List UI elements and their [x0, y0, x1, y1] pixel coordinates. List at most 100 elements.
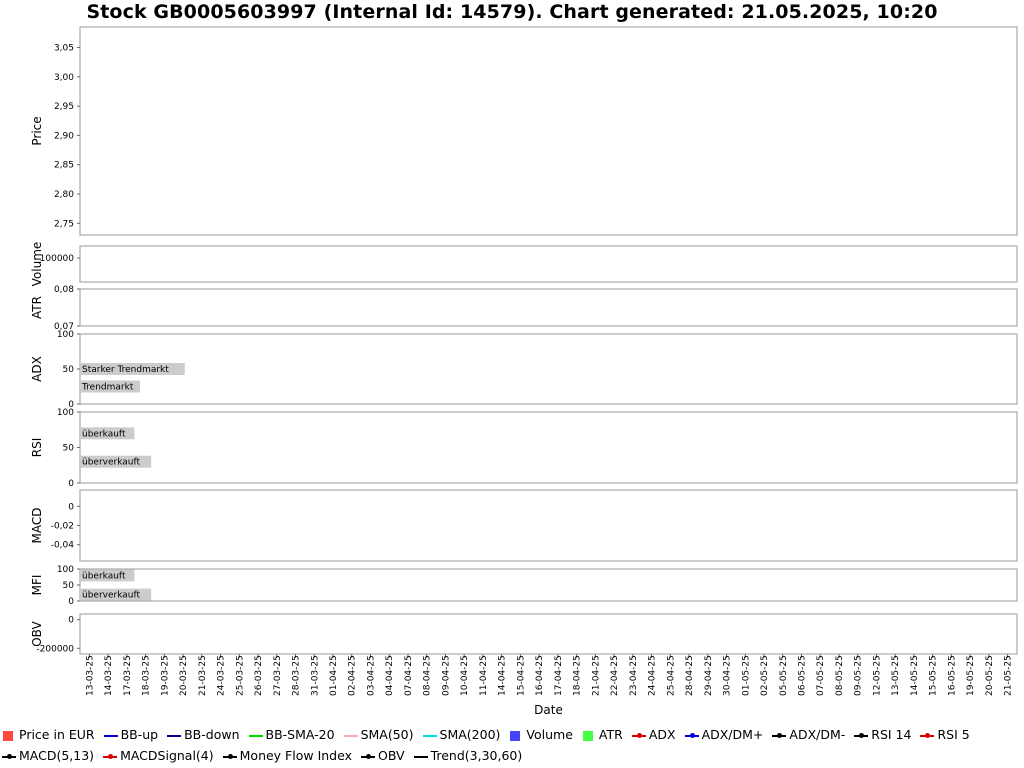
- macd_panel-y-tick-label: -0,04: [51, 541, 75, 551]
- legend-symbol: [167, 731, 182, 741]
- atr_panel-y-axis-label: ATR: [30, 296, 44, 319]
- legend-item: BB-up: [103, 724, 158, 745]
- series-point: [969, 610, 972, 613]
- date-tick-label: 23-04-25: [629, 655, 639, 696]
- obv_panel-frame: [79, 613, 1018, 655]
- legend-item: BB-SMA-20: [248, 724, 335, 745]
- atr_panel-y-tick-label: 0,08: [54, 285, 74, 295]
- macd_panel-y-tick-label: 0: [68, 502, 74, 512]
- mfi_panel-y-tick-label: 100: [57, 565, 74, 575]
- date-tick-label: 31-03-25: [310, 655, 320, 696]
- obv_panel-y-tick-label: -200000: [36, 644, 74, 654]
- legend-line: [422, 734, 437, 737]
- reference-level-label: überkauft: [82, 571, 126, 581]
- mfi_panel-y-tick-label: 0: [68, 597, 74, 607]
- reference-level-box: [80, 588, 152, 601]
- legend-dot: [108, 753, 114, 759]
- legend-label: Price in EUR: [19, 727, 95, 742]
- legend-label: BB-SMA-20: [265, 727, 335, 742]
- date-tick-label: 03-04-25: [366, 655, 376, 696]
- legend-item: Trend(3,30,60): [413, 745, 523, 766]
- date-tick-label: 12-05-25: [872, 655, 882, 696]
- volume_panel-frame: [79, 245, 1018, 283]
- date-tick-label: 16-05-25: [947, 655, 957, 696]
- date-tick-label: 17-04-25: [554, 655, 564, 696]
- legend-symbol: [422, 731, 437, 741]
- price_panel-y-tick-label: 2,85: [54, 161, 74, 171]
- rsi_panel-y-tick-label: 50: [63, 444, 75, 454]
- adx_panel-y-tick-label: 0: [68, 400, 74, 410]
- legend-item: Volume: [509, 724, 573, 745]
- legend-line: [167, 734, 182, 737]
- date-tick-label: 01-05-25: [741, 655, 751, 696]
- legend-symbol: [509, 730, 523, 741]
- atr_panel-y-tick-label: 0,07: [54, 322, 74, 332]
- legend-label: SMA(200): [439, 727, 501, 742]
- date-tick-label: 22-04-25: [610, 655, 620, 696]
- price_panel-frame: [79, 26, 1018, 236]
- date-tick-label: 24-04-25: [648, 655, 658, 696]
- legend-swatch: [510, 730, 521, 741]
- legend-label: Trend(3,30,60): [430, 748, 523, 763]
- legend-line: [343, 734, 358, 737]
- legend-label: RSI 5: [937, 727, 970, 742]
- date-tick-label: 20-05-25: [985, 655, 995, 696]
- price_panel-y-tick-label: 3,00: [54, 73, 74, 83]
- legend-swatch: [582, 730, 593, 741]
- adx_panel-y-tick-label: 50: [63, 365, 75, 375]
- legend-dot: [7, 753, 12, 759]
- legend-label: Volume: [526, 727, 573, 742]
- legend-line: [413, 755, 428, 758]
- legend-symbol: [248, 731, 263, 741]
- date-tick-label: 15-05-25: [929, 655, 939, 696]
- reference-level-box: [80, 427, 135, 440]
- legend-item: ADX: [631, 724, 676, 745]
- legend-symbol: [631, 731, 646, 741]
- reference-level-label: überkauft: [82, 429, 126, 439]
- date-tick-label: 27-03-25: [273, 655, 283, 696]
- legend-label: MACD(5,13): [19, 748, 95, 763]
- date-tick-label: 14-03-25: [104, 655, 114, 696]
- date-tick-label: 04-04-25: [385, 655, 395, 696]
- date-tick-label: 02-04-25: [348, 655, 358, 696]
- legend-symbol: [2, 730, 16, 741]
- date-tick-label: 25-04-25: [666, 655, 676, 696]
- date-tick-label: 13-03-25: [85, 655, 95, 696]
- reference-level-label: Trendmarkt: [81, 383, 134, 393]
- legend-label: BB-down: [184, 727, 240, 742]
- date-tick-label: 26-03-25: [254, 655, 264, 696]
- date-tick-label: 14-04-25: [498, 655, 508, 696]
- legend-label: MACDSignal(4): [120, 748, 214, 763]
- legend-label: SMA(50): [360, 727, 414, 742]
- macd_panel-y-tick-label: -0,02: [51, 522, 74, 532]
- date-tick-label: 10-04-25: [460, 655, 470, 696]
- x-axis-label: Date: [534, 703, 563, 717]
- legend-swatch: [3, 730, 13, 741]
- reference-level-box: [80, 363, 185, 375]
- legend-symbol: [920, 731, 935, 741]
- date-tick-label: 14-05-25: [910, 655, 920, 696]
- date-tick-label: 19-05-25: [966, 655, 976, 696]
- date-tick-label: 21-03-25: [198, 655, 208, 696]
- date-tick-label: 20-03-25: [179, 655, 189, 696]
- legend-symbol: [854, 731, 869, 741]
- legend-label: ADX/DM-: [789, 727, 846, 742]
- legend-label: ADX: [648, 727, 676, 742]
- legend-symbol: [103, 731, 118, 741]
- date-tick-label: 01-04-25: [329, 655, 339, 696]
- legend-item: SMA(200): [422, 724, 501, 745]
- price_panel-y-tick-label: 3,05: [54, 44, 74, 54]
- price_panel-y-tick-label: 2,80: [54, 190, 74, 200]
- date-tick-label: 11-04-25: [479, 655, 489, 696]
- mfi_panel-y-tick-label: 50: [63, 581, 75, 591]
- legend-item: ATR: [582, 724, 623, 745]
- rsi_panel-frame: [79, 411, 1018, 484]
- legend-item: OBV: [360, 745, 405, 766]
- reference-level-label: überverkauft: [82, 458, 141, 468]
- volume_panel-y-axis-label: Volume: [30, 242, 44, 287]
- legend-dot: [636, 732, 642, 738]
- reference-level-box: [80, 455, 152, 468]
- rsi_panel-y-tick-label: 0: [68, 479, 74, 489]
- legend-symbol: [222, 752, 237, 762]
- legend-item: BB-down: [167, 724, 240, 745]
